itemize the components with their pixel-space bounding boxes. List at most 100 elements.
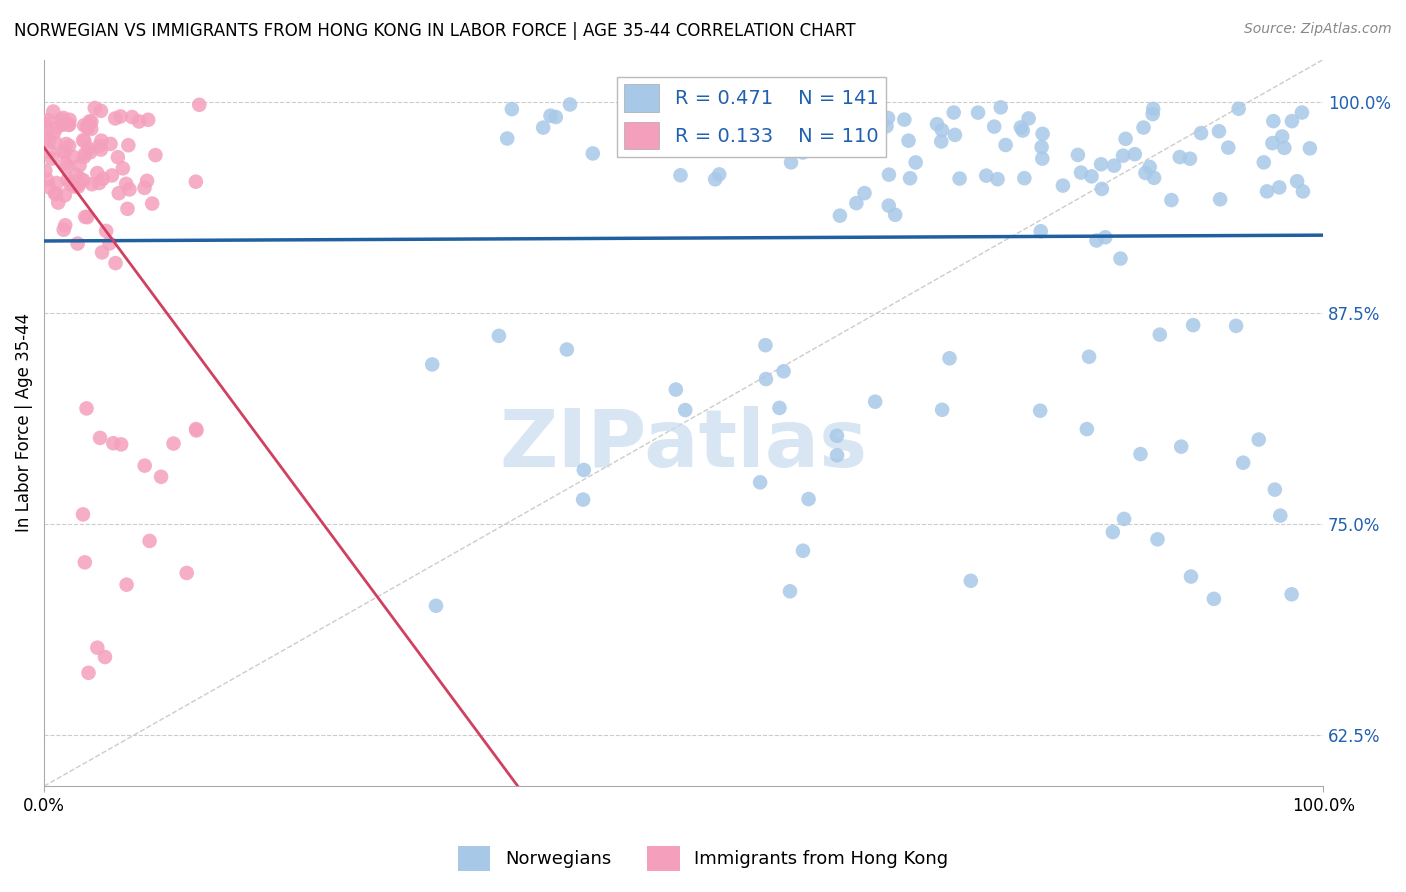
Point [789, 112, 811, 126]
Point [176, 566, 198, 580]
Point [66, 236, 89, 251]
Text: Source: ZipAtlas.com: Source: ZipAtlas.com [1244, 22, 1392, 37]
Point [1014, 171, 1036, 186]
Point [818, 106, 841, 120]
Point [150, 469, 173, 483]
Point [1112, 512, 1135, 526]
Point [1018, 112, 1040, 126]
Point [86, 640, 108, 655]
Point [73, 555, 96, 569]
Point [46, 195, 69, 210]
Point [90, 134, 112, 148]
Text: ZIPatlas: ZIPatlas [499, 406, 868, 483]
Point [1256, 185, 1278, 199]
Point [1299, 141, 1322, 155]
Point [877, 168, 900, 182]
Point [704, 172, 727, 186]
Point [844, 136, 866, 150]
Point [136, 174, 159, 188]
Point [98, 236, 121, 251]
Point [779, 584, 801, 599]
Point [65, 168, 87, 182]
Point [931, 402, 953, 417]
Point [58, 112, 80, 127]
Point [103, 436, 125, 450]
Point [58, 139, 80, 153]
Y-axis label: In Labor Force | Age 35-44: In Labor Force | Age 35-44 [15, 313, 32, 533]
Point [41, 152, 63, 166]
Point [80, 122, 103, 136]
Point [673, 403, 696, 417]
Point [1202, 591, 1225, 606]
Legend: R = 0.471    N = 141, R = 0.133    N = 110: R = 0.471 N = 141, R = 0.133 N = 110 [617, 77, 886, 157]
Point [709, 167, 731, 181]
Text: NORWEGIAN VS IMMIGRANTS FROM HONG KONG IN LABOR FORCE | AGE 35-44 CORRELATION CH: NORWEGIAN VS IMMIGRANTS FROM HONG KONG I… [14, 22, 856, 40]
Point [772, 364, 794, 378]
Point [89, 138, 111, 153]
Point [89, 431, 111, 445]
Point [983, 120, 1005, 134]
Point [1160, 193, 1182, 207]
Point [62, 179, 84, 194]
Point [488, 329, 510, 343]
Point [42, 126, 65, 140]
Point [94, 650, 117, 665]
Point [959, 574, 981, 588]
Point [56, 160, 79, 174]
Legend: Norwegians, Immigrants from Hong Kong: Norwegians, Immigrants from Hong Kong [450, 838, 956, 879]
Point [884, 208, 907, 222]
Point [1292, 185, 1315, 199]
Point [69, 171, 91, 186]
Point [107, 150, 129, 164]
Point [1270, 508, 1292, 523]
Point [1032, 127, 1054, 141]
Point [572, 492, 595, 507]
Point [53, 156, 76, 170]
Point [58, 118, 80, 132]
Point [90, 103, 112, 118]
Point [1142, 102, 1164, 116]
Point [825, 429, 848, 443]
Point [77, 142, 100, 156]
Point [77, 665, 100, 680]
Point [1286, 174, 1309, 188]
Point [52, 145, 75, 160]
Point [80, 178, 103, 192]
Point [792, 543, 814, 558]
Point [77, 118, 100, 132]
Point [1143, 170, 1166, 185]
Point [107, 186, 129, 201]
Point [138, 533, 160, 548]
Point [59, 177, 82, 191]
Point [1091, 182, 1114, 196]
Point [110, 110, 132, 124]
Point [741, 144, 763, 158]
Point [75, 146, 97, 161]
Point [1189, 126, 1212, 140]
Point [53, 145, 76, 160]
Point [870, 117, 893, 131]
Point [39, 145, 62, 159]
Point [37, 173, 59, 187]
Point [1031, 140, 1053, 154]
Point [792, 145, 814, 160]
Point [531, 120, 554, 135]
Point [690, 108, 713, 122]
Point [1182, 318, 1205, 332]
Point [72, 508, 94, 522]
Point [73, 119, 96, 133]
Point [582, 146, 605, 161]
Point [737, 130, 759, 145]
Point [721, 115, 744, 129]
Point [1052, 178, 1074, 193]
Point [52, 118, 75, 132]
Point [184, 422, 207, 436]
Point [1129, 447, 1152, 461]
Point [780, 110, 803, 124]
Point [825, 448, 848, 462]
Point [104, 112, 127, 126]
Point [893, 112, 915, 127]
Point [115, 577, 138, 591]
Point [949, 171, 972, 186]
Point [1135, 166, 1157, 180]
